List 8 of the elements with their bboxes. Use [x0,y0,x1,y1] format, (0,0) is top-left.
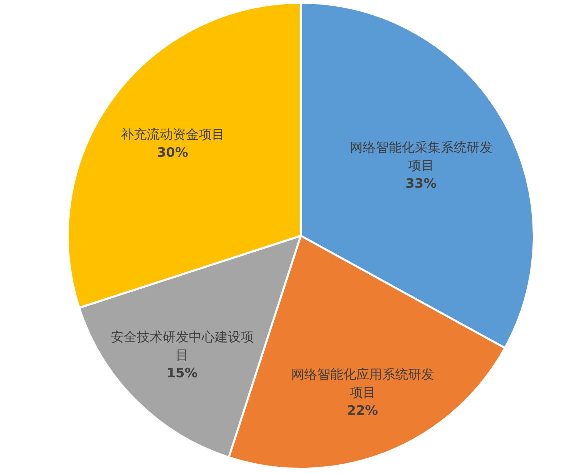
data-label: 33% [406,176,437,192]
data-label: 15% [166,366,198,382]
data-label: 30% [157,146,188,161]
slice-label: 安全技术研发中心建设项目 [110,330,254,364]
slice-label: 补充流动资金项目 [120,126,225,143]
slice-label: 网络智能化采集系统研发项目 [350,140,493,174]
slice-label: 网络智能化应用系统研发项目 [291,366,434,401]
data-label: 22% [347,404,378,419]
